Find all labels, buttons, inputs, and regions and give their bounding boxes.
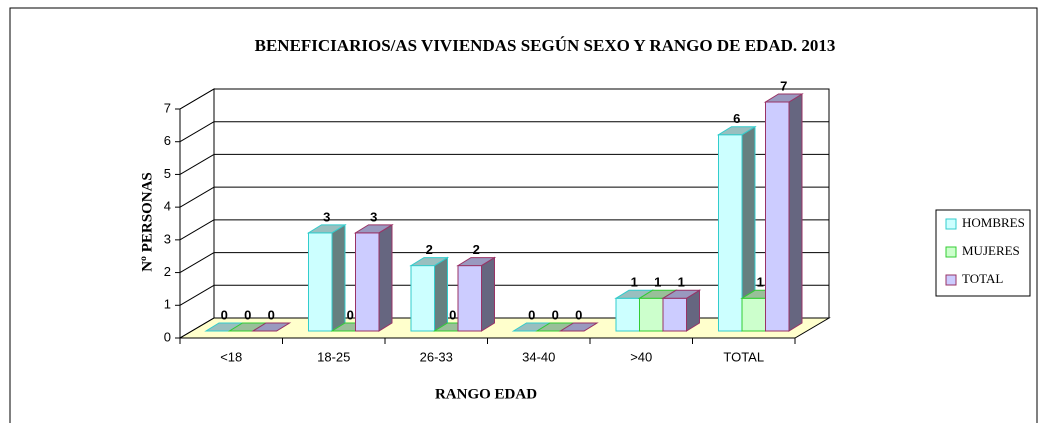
bar-front <box>718 134 743 332</box>
bar <box>251 322 292 332</box>
value-label: 6 <box>733 111 740 126</box>
legend-swatch <box>945 274 957 286</box>
side-wall <box>179 88 215 339</box>
bar-front <box>765 101 790 332</box>
value-label: 0 <box>268 307 275 322</box>
y-tick-label: 4 <box>164 199 171 214</box>
value-label: 0 <box>449 307 456 322</box>
bar-side <box>331 223 346 332</box>
value-label: 0 <box>244 307 251 322</box>
y-tick-label: 5 <box>164 166 171 181</box>
value-label: 0 <box>221 307 228 322</box>
bar-front <box>457 265 482 332</box>
value-label: 1 <box>654 275 661 290</box>
value-label: 1 <box>757 275 764 290</box>
value-label: 0 <box>552 307 559 322</box>
x-tick-label: 34-40 <box>522 349 555 364</box>
bar-top <box>558 322 599 332</box>
x-axis-label: RANGO EDAD <box>435 386 537 402</box>
chart-title: BENEFICIARIOS/AS VIVIENDAS SEGÚN SEXO Y … <box>255 36 836 55</box>
bar-front <box>639 297 664 332</box>
legend-swatch <box>945 246 957 258</box>
bar-top <box>661 289 702 299</box>
bar-side <box>378 223 393 332</box>
y-tick-label: 7 <box>164 100 171 115</box>
bar-front <box>741 297 766 332</box>
bar <box>763 93 804 332</box>
legend-label: MUJERES <box>962 243 1020 258</box>
x-tick-label: >40 <box>630 349 652 364</box>
y-axis-label: Nº PERSONAS <box>139 172 155 272</box>
grid-line <box>179 219 215 241</box>
grid-line <box>179 153 215 175</box>
bar-top <box>409 257 450 267</box>
bar-front <box>308 232 333 332</box>
y-tick-label: 1 <box>164 297 171 312</box>
x-tick-label: TOTAL <box>723 349 764 364</box>
x-tick-label: <18 <box>220 349 242 364</box>
bar-front <box>355 232 380 332</box>
bar-top <box>763 93 804 103</box>
bar <box>558 322 599 332</box>
x-tick-label: 26-33 <box>420 349 453 364</box>
bar-top <box>353 224 394 234</box>
value-label: 2 <box>426 242 433 257</box>
value-label: 3 <box>370 209 377 224</box>
grid-line <box>179 284 215 306</box>
legend-label: HOMBRES <box>962 215 1025 230</box>
bar <box>353 223 394 332</box>
bar <box>716 125 757 332</box>
bar-front <box>615 297 640 332</box>
grid-line <box>179 186 215 208</box>
bar-side <box>434 256 448 332</box>
value-label: 3 <box>323 209 330 224</box>
y-tick-label: 3 <box>164 231 171 246</box>
y-tick-label: 0 <box>164 329 171 344</box>
bar <box>456 256 497 332</box>
legend-swatch <box>945 218 957 230</box>
value-label: 1 <box>631 275 638 290</box>
legend-label: TOTAL <box>962 271 1003 286</box>
bar-top <box>716 126 757 136</box>
bar-top <box>306 224 347 234</box>
bar-side <box>788 93 803 332</box>
grid-line <box>179 88 215 110</box>
y-tick-label: 2 <box>164 264 171 279</box>
bar-top <box>251 322 292 332</box>
bar-side <box>481 256 495 332</box>
y-tick-label: 6 <box>164 133 171 148</box>
bar-front <box>662 297 687 332</box>
bar <box>409 256 450 332</box>
value-label: 2 <box>473 242 480 257</box>
grid-line <box>179 252 215 274</box>
value-label: 0 <box>528 307 535 322</box>
x-tick-label: 18-25 <box>317 349 350 364</box>
value-label: 1 <box>678 275 685 290</box>
bar <box>661 289 702 332</box>
value-label: 7 <box>780 78 787 93</box>
value-label: 0 <box>575 307 582 322</box>
bar-front <box>410 265 435 332</box>
grid-line <box>179 317 215 339</box>
grid-line <box>179 121 215 143</box>
bar-top <box>456 257 497 267</box>
bar <box>306 223 347 332</box>
value-label: 0 <box>347 307 354 322</box>
